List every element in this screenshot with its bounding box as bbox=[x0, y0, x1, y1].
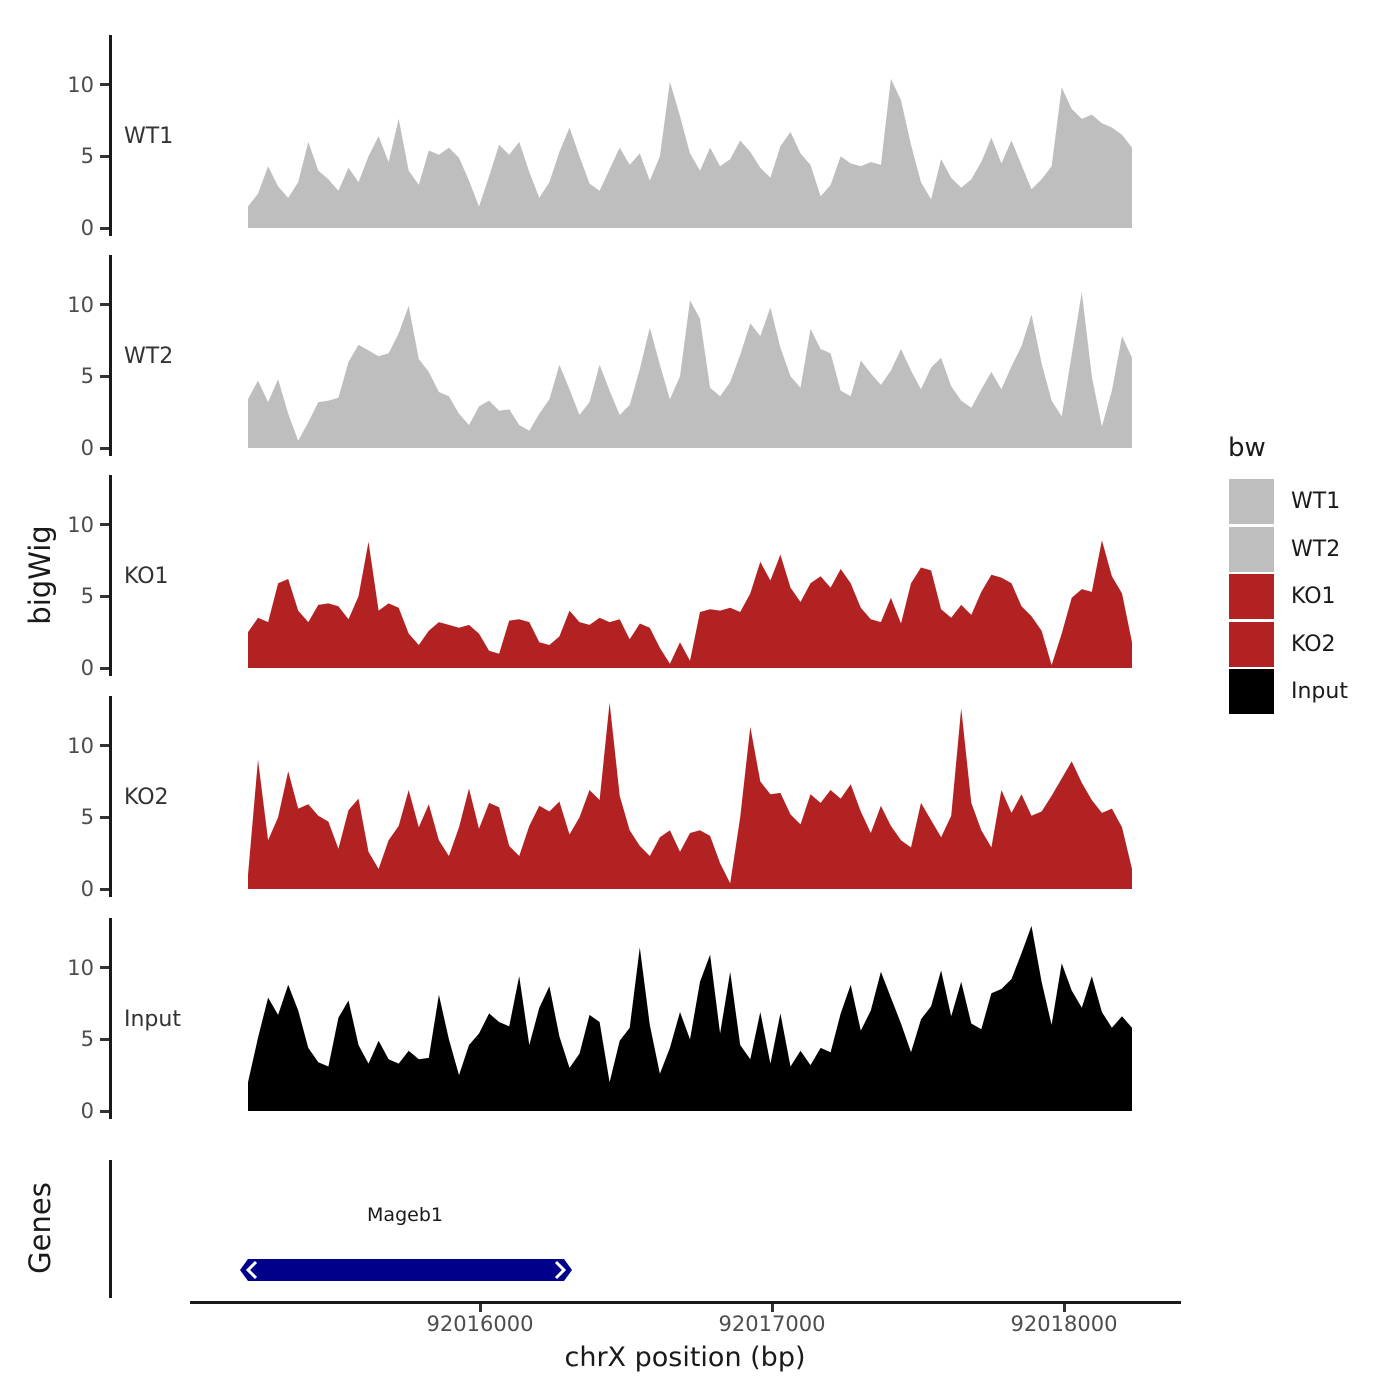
y-tick-label: 5 bbox=[80, 805, 94, 830]
y-tick-WT1 bbox=[100, 83, 109, 86]
y-tick-Input bbox=[100, 1037, 109, 1041]
y-tick-label: 10 bbox=[67, 292, 94, 317]
legend-label-KO1: KO1 bbox=[1291, 584, 1336, 609]
track-label-WT2: WT2 bbox=[124, 344, 174, 369]
y-tick-WT1 bbox=[100, 154, 109, 158]
track-area-Input bbox=[248, 925, 1132, 1111]
x-axis-title: chrX position (bp) bbox=[564, 1342, 806, 1373]
y-axis-line-Input bbox=[109, 918, 112, 1119]
track-label-Input: Input bbox=[124, 1007, 181, 1032]
track-area-KO2 bbox=[248, 702, 1132, 889]
x-axis-line bbox=[190, 1301, 1181, 1304]
legend-label-WT1: WT1 bbox=[1291, 489, 1341, 514]
y-tick-KO1 bbox=[100, 523, 109, 526]
legend-key-WT2 bbox=[1229, 526, 1274, 572]
y-axis-line-KO1 bbox=[109, 475, 112, 676]
y-tick-WT2 bbox=[100, 303, 109, 306]
legend-key-WT1 bbox=[1229, 479, 1274, 524]
y-tick-WT2 bbox=[100, 374, 109, 378]
x-tick bbox=[478, 1304, 482, 1312]
y-tick-WT1 bbox=[100, 226, 109, 230]
track-label-KO1: KO1 bbox=[124, 564, 169, 589]
y-tick-label: 10 bbox=[67, 512, 94, 537]
y-tick-label: 5 bbox=[80, 144, 94, 169]
x-tick-label: 92018000 bbox=[1010, 1312, 1118, 1336]
y-tick-Input bbox=[100, 1109, 109, 1113]
track-label-KO2: KO2 bbox=[124, 785, 169, 810]
y-tick-label: 10 bbox=[67, 955, 94, 980]
y-tick-label: 5 bbox=[80, 584, 94, 609]
legend-key-KO2 bbox=[1229, 621, 1274, 667]
y-tick-label: 0 bbox=[80, 436, 94, 460]
y-tick-KO2 bbox=[100, 744, 109, 747]
genes-y-axis-line bbox=[109, 1160, 112, 1298]
legend-key-Input bbox=[1229, 669, 1274, 714]
legend-key-KO1 bbox=[1229, 574, 1274, 619]
y-tick-label: 0 bbox=[80, 216, 94, 240]
y-tick-label: 0 bbox=[80, 877, 94, 901]
x-tick-label: 92017000 bbox=[718, 1312, 826, 1336]
x-tick bbox=[770, 1304, 774, 1312]
track-area-KO1 bbox=[248, 540, 1132, 668]
track-area-WT2 bbox=[248, 291, 1132, 448]
y-tick-KO2 bbox=[100, 887, 109, 891]
track-area-WT1 bbox=[248, 78, 1132, 228]
y-tick-label: 5 bbox=[80, 364, 94, 389]
legend-label-KO2: KO2 bbox=[1291, 631, 1336, 657]
y-tick-label: 5 bbox=[80, 1027, 94, 1052]
legend-title: bw bbox=[1228, 433, 1266, 463]
gene-name-label: Mageb1 bbox=[367, 1204, 443, 1226]
y-tick-label: 10 bbox=[67, 72, 94, 97]
legend-label-WT2: WT2 bbox=[1291, 536, 1341, 562]
y-tick-label: 0 bbox=[80, 656, 94, 680]
y-axis-line-WT2 bbox=[109, 255, 112, 456]
y-tick-KO2 bbox=[100, 815, 109, 819]
y-axis-line-KO2 bbox=[109, 696, 112, 897]
gene-body-glyph bbox=[240, 1259, 572, 1281]
y-tick-KO1 bbox=[100, 594, 109, 598]
track-label-WT1: WT1 bbox=[124, 124, 174, 149]
y-tick-label: 10 bbox=[67, 733, 94, 758]
y-axis-line-WT1 bbox=[109, 35, 112, 236]
y-tick-Input bbox=[100, 966, 109, 969]
legend-label-Input: Input bbox=[1291, 679, 1348, 704]
legend: bw WT1 WT2 KO1 KO2 Input bbox=[1215, 425, 1400, 735]
x-tick bbox=[1062, 1304, 1066, 1312]
y-tick-KO1 bbox=[100, 666, 109, 670]
legend-entries: WT1 WT2 KO1 KO2 Input bbox=[1215, 425, 1400, 735]
x-tick-label: 92016000 bbox=[426, 1312, 534, 1336]
y-tick-label: 0 bbox=[80, 1099, 94, 1123]
y-tick-WT2 bbox=[100, 446, 109, 450]
